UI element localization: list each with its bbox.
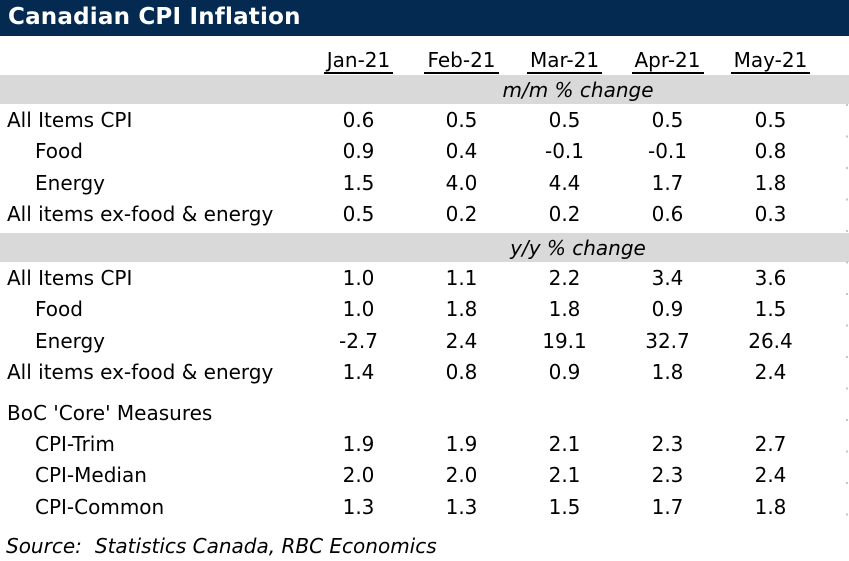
- column-header-feb: Feb-21: [410, 48, 513, 74]
- cell-boundary-dots: [846, 104, 848, 528]
- cell-value: 0.5: [548, 107, 581, 132]
- cell-value: 32.7: [645, 328, 690, 353]
- source-prefix: Source:: [6, 533, 82, 558]
- page-title: Canadian CPI Inflation: [0, 0, 849, 36]
- cell-value: 0.4: [445, 139, 478, 164]
- cell-value: 1.8: [754, 494, 787, 519]
- row-label: All items ex-food & energy: [7, 202, 274, 227]
- cell-value: 1.8: [651, 360, 684, 385]
- cell-value: 2.3: [651, 431, 684, 456]
- spacer: [0, 388, 849, 397]
- cell-value: 1.8: [445, 297, 478, 322]
- cell-value: 26.4: [748, 328, 793, 353]
- core-measures-header-row: BoC 'Core' Measures: [0, 397, 849, 428]
- cell-value: -0.1: [544, 139, 585, 164]
- table-row: All items ex-food & energy 1.4 0.8 0.9 1…: [0, 357, 849, 389]
- cell-value: 2.1: [548, 431, 581, 456]
- cell-value: 0.8: [754, 139, 787, 164]
- row-label: Food: [35, 139, 83, 164]
- cell-value: 4.0: [445, 170, 478, 195]
- cell-value: 1.3: [342, 494, 375, 519]
- cell-value: 2.4: [754, 463, 787, 488]
- cell-value: 1.8: [754, 170, 787, 195]
- cell-value: 1.7: [651, 170, 684, 195]
- core-measures-header: BoC 'Core' Measures: [7, 400, 213, 425]
- cell-value: -2.7: [338, 328, 379, 353]
- cell-value: 1.0: [342, 297, 375, 322]
- cell-value: 2.1: [548, 463, 581, 488]
- table-row: CPI-Trim 1.9 1.9 2.1 2.3 2.7: [0, 428, 849, 460]
- column-header-jan: Jan-21: [307, 48, 410, 74]
- row-label: All Items CPI: [7, 107, 133, 132]
- table-row: All Items CPI 1.0 1.1 2.2 3.4 3.6: [0, 262, 849, 294]
- cell-value: 1.7: [651, 494, 684, 519]
- cell-value: 3.6: [754, 265, 787, 290]
- cell-value: 1.4: [342, 360, 375, 385]
- section-label-mm: m/m % change: [502, 77, 654, 102]
- cell-value: 0.8: [445, 360, 478, 385]
- section-band-yy: y/y % change: [0, 233, 849, 262]
- row-label: Energy: [35, 170, 106, 195]
- section-band-mm: m/m % change: [0, 75, 849, 104]
- cell-value: 2.2: [548, 265, 581, 290]
- column-header-mar: Mar-21: [513, 48, 616, 74]
- table-row: All Items CPI 0.6 0.5 0.5 0.5 0.5: [0, 104, 849, 136]
- row-label: All Items CPI: [7, 265, 133, 290]
- table-row: All items ex-food & energy 0.5 0.2 0.2 0…: [0, 199, 849, 231]
- cell-value: 2.0: [342, 463, 375, 488]
- row-label: Energy: [35, 328, 106, 353]
- cell-value: 0.5: [754, 107, 787, 132]
- cell-value: 1.3: [445, 494, 478, 519]
- source-text: Statistics Canada, RBC Economics: [94, 533, 437, 558]
- cell-value: -0.1: [647, 139, 688, 164]
- cell-value: 2.4: [445, 328, 478, 353]
- row-label: All items ex-food & energy: [7, 360, 274, 385]
- cell-value: 2.3: [651, 463, 684, 488]
- cell-value: 0.5: [651, 107, 684, 132]
- month-header-row: Jan-21 Feb-21 Mar-21 Apr-21 May-21: [0, 36, 849, 75]
- table-row: Food 1.0 1.8 1.8 0.9 1.5: [0, 294, 849, 326]
- cell-value: 1.5: [754, 297, 787, 322]
- cell-value: 2.7: [754, 431, 787, 456]
- column-header-apr: Apr-21: [616, 48, 719, 74]
- cell-value: 0.5: [445, 107, 478, 132]
- cell-value: 1.8: [548, 297, 581, 322]
- cell-value: 1.5: [342, 170, 375, 195]
- cell-value: 2.0: [445, 463, 478, 488]
- cell-value: 19.1: [542, 328, 587, 353]
- section-label-yy: y/y % change: [510, 235, 646, 260]
- row-label: CPI-Trim: [35, 431, 115, 456]
- cell-value: 0.2: [445, 202, 478, 227]
- cell-value: 1.0: [342, 265, 375, 290]
- cell-value: 1.9: [342, 431, 375, 456]
- cell-value: 1.1: [445, 265, 478, 290]
- table-row: Energy -2.7 2.4 19.1 32.7 26.4: [0, 325, 849, 357]
- row-label: Food: [35, 297, 83, 322]
- source-line: Source: Statistics Canada, RBC Economics: [0, 530, 849, 561]
- table-row: CPI-Common 1.3 1.3 1.5 1.7 1.8: [0, 491, 849, 523]
- cell-value: 0.5: [342, 202, 375, 227]
- cell-value: 2.4: [754, 360, 787, 385]
- cell-value: 1.9: [445, 431, 478, 456]
- cell-value: 0.3: [754, 202, 787, 227]
- table-row: CPI-Median 2.0 2.0 2.1 2.3 2.4: [0, 460, 849, 492]
- cell-value: 0.6: [651, 202, 684, 227]
- table-row: Food 0.9 0.4 -0.1 -0.1 0.8: [0, 136, 849, 168]
- cell-value: 0.2: [548, 202, 581, 227]
- cell-value: 3.4: [651, 265, 684, 290]
- column-header-may: May-21: [719, 48, 822, 74]
- cell-value: 0.9: [342, 139, 375, 164]
- row-label: CPI-Common: [35, 494, 165, 519]
- cell-value: 1.5: [548, 494, 581, 519]
- cell-value: 0.9: [548, 360, 581, 385]
- cell-value: 0.6: [342, 107, 375, 132]
- cell-value: 0.9: [651, 297, 684, 322]
- cell-value: 4.4: [548, 170, 581, 195]
- row-label: CPI-Median: [35, 463, 147, 488]
- table-row: Energy 1.5 4.0 4.4 1.7 1.8: [0, 167, 849, 199]
